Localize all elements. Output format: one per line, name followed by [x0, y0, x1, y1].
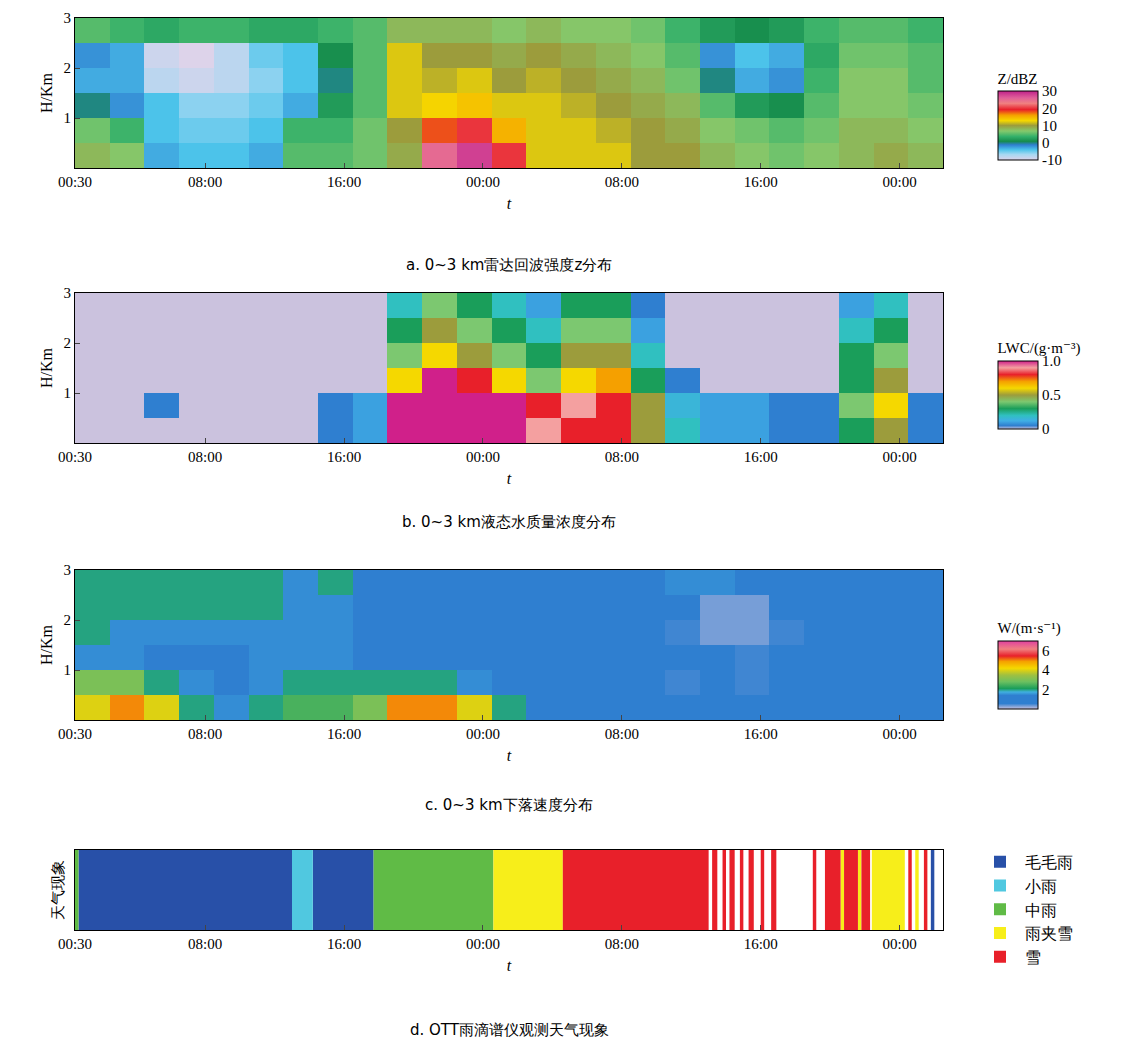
- svg-text:00:00: 00:00: [466, 726, 500, 742]
- svg-text:3: 3: [64, 285, 72, 301]
- svg-text:H/Km: H/Km: [38, 624, 55, 665]
- svg-text:雨夹雪: 雨夹雪: [1025, 924, 1073, 943]
- svg-text:3: 3: [64, 562, 72, 578]
- svg-text:0: 0: [1042, 135, 1050, 151]
- svg-text:2: 2: [64, 612, 72, 628]
- svg-text:t: t: [507, 195, 512, 212]
- svg-text:08:00: 08:00: [188, 174, 222, 190]
- svg-text:b. 0~3 km液态水质量浓度分布: b. 0~3 km液态水质量浓度分布: [402, 513, 616, 531]
- svg-text:16:00: 16:00: [327, 936, 361, 952]
- svg-text:0: 0: [1042, 421, 1050, 437]
- svg-text:毛毛雨: 毛毛雨: [1025, 853, 1073, 872]
- svg-text:00:00: 00:00: [466, 449, 500, 465]
- svg-text:1.0: 1.0: [1042, 353, 1061, 369]
- svg-text:H/Km: H/Km: [38, 347, 55, 388]
- svg-text:0.5: 0.5: [1042, 387, 1061, 403]
- svg-text:雪: 雪: [1025, 948, 1041, 967]
- svg-text:08:00: 08:00: [605, 449, 639, 465]
- svg-text:c. 0~3 km下落速度分布: c. 0~3 km下落速度分布: [425, 796, 593, 814]
- svg-text:20: 20: [1042, 101, 1057, 117]
- svg-text:16:00: 16:00: [327, 726, 361, 742]
- svg-text:16:00: 16:00: [327, 449, 361, 465]
- svg-text:W/(m·s⁻¹): W/(m·s⁻¹): [998, 620, 1061, 637]
- svg-text:16:00: 16:00: [744, 449, 778, 465]
- svg-text:00:00: 00:00: [883, 449, 917, 465]
- svg-text:2: 2: [1042, 682, 1050, 698]
- svg-text:1: 1: [64, 110, 72, 126]
- svg-text:00:30: 00:30: [58, 449, 92, 465]
- svg-text:2: 2: [64, 335, 72, 351]
- svg-text:2: 2: [64, 60, 72, 76]
- svg-text:t: t: [507, 957, 512, 974]
- svg-text:6: 6: [1042, 643, 1050, 659]
- svg-text:3: 3: [64, 10, 72, 26]
- svg-text:00:00: 00:00: [883, 726, 917, 742]
- svg-text:Z/dBZ: Z/dBZ: [998, 71, 1038, 87]
- svg-text:08:00: 08:00: [605, 936, 639, 952]
- svg-text:08:00: 08:00: [188, 726, 222, 742]
- svg-text:00:00: 00:00: [466, 174, 500, 190]
- svg-text:00:30: 00:30: [58, 726, 92, 742]
- svg-text:08:00: 08:00: [188, 449, 222, 465]
- svg-text:10: 10: [1042, 118, 1057, 134]
- svg-text:1: 1: [64, 385, 72, 401]
- svg-text:-10: -10: [1042, 152, 1062, 168]
- svg-text:08:00: 08:00: [605, 174, 639, 190]
- svg-text:16:00: 16:00: [327, 174, 361, 190]
- svg-text:小雨: 小雨: [1025, 877, 1057, 896]
- svg-text:16:00: 16:00: [744, 726, 778, 742]
- svg-text:08:00: 08:00: [188, 936, 222, 952]
- svg-text:t: t: [507, 470, 512, 487]
- svg-text:00:00: 00:00: [466, 936, 500, 952]
- svg-text:30: 30: [1042, 83, 1057, 99]
- svg-text:00:30: 00:30: [58, 936, 92, 952]
- svg-text:a. 0~3 km雷达回波强度z分布: a. 0~3 km雷达回波强度z分布: [406, 256, 612, 274]
- svg-text:t: t: [507, 747, 512, 764]
- svg-text:d. OTT雨滴谱仪观测天气现象: d. OTT雨滴谱仪观测天气现象: [410, 1021, 609, 1039]
- svg-text:LWC/(g·m⁻³): LWC/(g·m⁻³): [998, 340, 1081, 357]
- svg-text:1: 1: [64, 662, 72, 678]
- svg-text:00:00: 00:00: [883, 174, 917, 190]
- svg-text:中雨: 中雨: [1025, 901, 1057, 920]
- svg-text:16:00: 16:00: [744, 936, 778, 952]
- svg-text:4: 4: [1042, 662, 1050, 678]
- svg-text:H/Km: H/Km: [38, 72, 55, 113]
- svg-text:08:00: 08:00: [605, 726, 639, 742]
- svg-text:天气现象: 天气现象: [49, 860, 67, 920]
- svg-text:00:00: 00:00: [883, 936, 917, 952]
- svg-text:00:30: 00:30: [58, 174, 92, 190]
- svg-text:16:00: 16:00: [744, 174, 778, 190]
